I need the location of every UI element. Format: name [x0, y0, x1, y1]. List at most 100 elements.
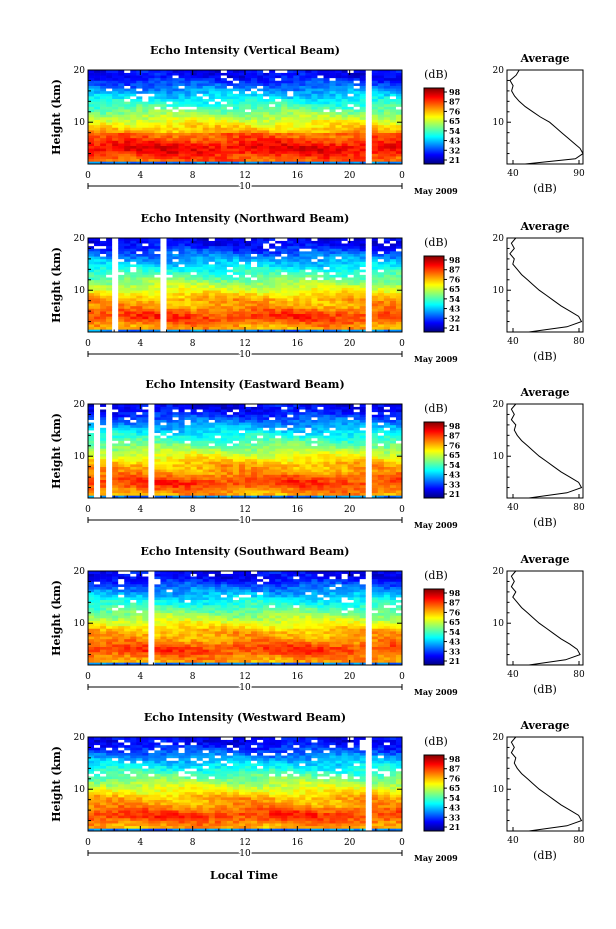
heatmap-cell — [383, 77, 391, 81]
heatmap-cell — [214, 251, 222, 254]
heatmap-cell — [100, 316, 107, 320]
heatmap-cell — [172, 313, 179, 317]
heatmap-cell — [226, 148, 234, 152]
heatmap-cell — [112, 111, 119, 115]
heatmap-cell — [130, 318, 137, 322]
heatmap-cell — [190, 448, 197, 452]
heatmap-cell — [287, 303, 294, 307]
heatmap-cell — [245, 321, 252, 325]
heatmap-cell — [220, 124, 228, 128]
heatmap-cell — [353, 88, 361, 92]
heatmap-cell — [232, 456, 240, 460]
heatmap-cell — [238, 411, 246, 415]
heatmap-cell — [202, 427, 210, 431]
heatmap-cell — [130, 269, 137, 273]
heatmap-cell — [94, 132, 101, 136]
heatmap-cell — [88, 482, 95, 486]
heatmap-cell — [251, 77, 258, 81]
heatmap-cell — [341, 258, 348, 262]
heatmap-cell — [202, 150, 210, 154]
heatmap-cell — [178, 145, 185, 149]
heatmap-cell — [160, 124, 167, 128]
heatmap-cell — [371, 300, 379, 304]
heatmap-cell — [100, 456, 107, 460]
heatmap-cell — [359, 93, 367, 97]
heatmap-cell — [263, 243, 270, 247]
heatmap-cell — [377, 253, 385, 257]
heatmap-cell — [365, 243, 373, 247]
heatmap-cell — [214, 484, 222, 488]
heatmap-cell — [377, 318, 385, 322]
heatmap-cell — [232, 479, 240, 483]
heatmap-cell — [238, 143, 246, 147]
heatmap-cell — [202, 490, 210, 494]
heatmap-cell — [130, 158, 137, 162]
heatmap-cell — [245, 404, 252, 407]
heatmap-cell — [251, 414, 258, 418]
x-tick-label: 8 — [190, 339, 196, 349]
heatmap-cell — [281, 258, 288, 262]
heatmap-cell — [305, 150, 312, 154]
heatmap-cell — [281, 83, 288, 86]
heatmap-cell — [100, 435, 107, 439]
heatmap-cell — [208, 122, 216, 126]
heatmap-cell — [377, 101, 385, 105]
heatmap-cell — [383, 245, 391, 249]
heatmap-cell — [395, 274, 403, 278]
heatmap-cell — [148, 427, 155, 431]
heatmap-cell — [275, 158, 282, 162]
heatmap-cell — [299, 321, 306, 325]
heatmap-cell — [226, 427, 234, 431]
heatmap-cell — [269, 119, 276, 123]
heatmap-cell — [88, 117, 95, 120]
heatmap-cell — [263, 77, 270, 81]
heatmap-cell — [287, 274, 294, 278]
heatmap-cell — [208, 150, 216, 154]
heatmap-cell — [148, 261, 155, 265]
heatmap-cell — [226, 417, 234, 420]
heatmap-cell — [341, 158, 348, 162]
heatmap-cell — [172, 140, 179, 144]
heatmap-cell — [238, 290, 246, 294]
heatmap-cell — [208, 106, 216, 110]
heatmap-cell — [154, 119, 161, 123]
heatmap-cell — [106, 245, 113, 249]
heatmap-cell — [130, 266, 137, 270]
heatmap-cell — [238, 245, 246, 249]
heatmap-cell — [124, 85, 131, 89]
heatmap-cell — [359, 274, 367, 278]
heatmap-cell — [275, 313, 282, 317]
heatmap-cell — [154, 269, 161, 273]
heatmap-cell — [190, 424, 197, 428]
heatmap-cell — [281, 238, 288, 241]
heatmap-cell — [166, 271, 173, 275]
heatmap-cell — [257, 432, 264, 436]
heatmap-cell — [269, 316, 276, 320]
heatmap-cell — [172, 158, 179, 162]
heatmap-cell — [341, 279, 348, 283]
heatmap-cell — [281, 251, 288, 254]
heatmap-cell — [335, 298, 342, 301]
heatmap-cell — [226, 466, 234, 470]
heatmap-cell — [323, 137, 330, 141]
heatmap-cell — [136, 303, 143, 307]
heatmap-cell — [305, 106, 312, 110]
heatmap-cell — [281, 305, 288, 309]
heatmap-cell — [208, 258, 216, 262]
heatmap-cell — [245, 83, 252, 86]
heatmap-cell — [178, 453, 185, 457]
heatmap-cell — [112, 158, 119, 162]
heatmap-cell — [323, 77, 330, 81]
heatmap-cell — [347, 248, 354, 252]
heatmap-cell — [184, 427, 191, 431]
heatmap-cell — [88, 130, 95, 133]
heatmap-cell — [172, 321, 179, 325]
heatmap-cell — [395, 80, 403, 84]
heatmap-cell — [329, 274, 336, 278]
heatmap-cell — [208, 445, 216, 449]
heatmap-cell — [232, 424, 240, 428]
heatmap-cell — [208, 153, 216, 157]
heatmap-cell — [341, 243, 348, 247]
heatmap-cell — [220, 461, 228, 465]
colorbar-tick-label: 98 — [449, 255, 461, 265]
